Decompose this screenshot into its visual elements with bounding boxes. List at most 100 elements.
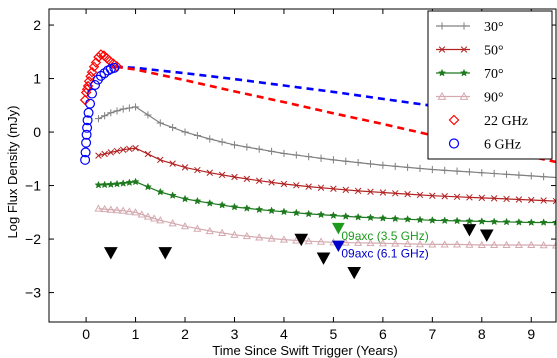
data-point bbox=[552, 173, 556, 182]
data-point bbox=[218, 171, 226, 179]
data-point bbox=[317, 154, 325, 162]
data-point bbox=[477, 240, 486, 249]
data-point bbox=[490, 217, 499, 226]
data-point bbox=[279, 207, 289, 216]
data-point bbox=[465, 168, 474, 176]
y-tick-label: −2 bbox=[25, 231, 41, 247]
data-point bbox=[391, 214, 400, 223]
data-point bbox=[218, 228, 227, 236]
data-point bbox=[125, 104, 133, 112]
data-point bbox=[490, 240, 499, 249]
data-point bbox=[540, 173, 548, 181]
data-point bbox=[379, 189, 387, 196]
data-point bbox=[366, 160, 375, 168]
data-point bbox=[527, 218, 536, 226]
data-point bbox=[415, 239, 425, 248]
data-point bbox=[156, 187, 165, 196]
legend-marker bbox=[437, 68, 447, 77]
data-point bbox=[180, 221, 190, 230]
data-point bbox=[292, 208, 301, 217]
data-point bbox=[85, 98, 96, 109]
data-point bbox=[341, 212, 350, 220]
data-point bbox=[416, 164, 424, 173]
data-point bbox=[316, 237, 326, 245]
data-point bbox=[392, 190, 399, 197]
data-point bbox=[156, 216, 165, 224]
plot-content: 09axc (3.5 GHz) 09axc (6.1 GHz) bbox=[79, 49, 556, 280]
data-point bbox=[440, 216, 449, 225]
series-6 bbox=[80, 62, 120, 165]
data-point bbox=[415, 215, 425, 224]
data-point bbox=[466, 194, 473, 201]
y-tick-label: 2 bbox=[33, 17, 41, 33]
data-point bbox=[552, 197, 556, 205]
data-point bbox=[112, 205, 122, 214]
x-tick-label: 1 bbox=[132, 326, 140, 342]
data-point bbox=[231, 173, 238, 181]
legend-item-3: 70° bbox=[436, 67, 504, 82]
data-point bbox=[180, 194, 190, 203]
data-point bbox=[144, 111, 152, 119]
data-point bbox=[95, 70, 106, 81]
data-point bbox=[453, 216, 462, 225]
data-point bbox=[242, 204, 251, 212]
series-2 bbox=[95, 144, 556, 205]
data-point bbox=[101, 150, 108, 158]
data-point bbox=[551, 241, 556, 249]
data-point bbox=[80, 154, 91, 165]
y-axis-label: Log Flux Density (mJy) bbox=[5, 106, 20, 239]
data-point bbox=[465, 216, 474, 225]
data-point bbox=[441, 166, 449, 174]
data-point bbox=[132, 144, 139, 152]
data-point bbox=[354, 158, 362, 167]
data-point bbox=[80, 147, 91, 158]
data-point bbox=[404, 190, 411, 198]
series-1 bbox=[94, 103, 556, 182]
legend-marker bbox=[448, 114, 460, 126]
data-point bbox=[101, 52, 113, 64]
data-point bbox=[329, 211, 338, 219]
data-point bbox=[267, 147, 276, 155]
data-point bbox=[453, 240, 462, 248]
data-point bbox=[255, 177, 263, 184]
model-curve-2 bbox=[115, 65, 556, 164]
x-tick-label: 7 bbox=[428, 326, 436, 342]
x-tick-label: 3 bbox=[231, 326, 239, 342]
legend-box bbox=[427, 10, 553, 160]
data-point bbox=[354, 238, 363, 246]
data-point bbox=[95, 152, 102, 159]
data-point bbox=[366, 238, 375, 247]
legend-item-4: 90° bbox=[436, 91, 504, 106]
data-point bbox=[255, 145, 263, 153]
data-point bbox=[539, 218, 548, 226]
data-point bbox=[379, 161, 387, 169]
data-point bbox=[193, 224, 202, 232]
legend-item-1: 30° bbox=[436, 20, 504, 35]
data-point bbox=[93, 51, 104, 63]
data-point bbox=[267, 234, 276, 242]
y-tick-label: −3 bbox=[25, 285, 41, 301]
data-point bbox=[366, 213, 375, 222]
upper-limit-marker bbox=[479, 229, 494, 242]
data-point bbox=[367, 188, 374, 195]
data-point bbox=[490, 169, 498, 178]
legend-label: 30° bbox=[484, 20, 504, 35]
data-point bbox=[404, 163, 412, 171]
data-point bbox=[144, 150, 152, 158]
data-point bbox=[218, 200, 227, 209]
x-tick-label: 2 bbox=[181, 326, 189, 342]
upper-limit-marker bbox=[316, 252, 331, 265]
data-point bbox=[169, 123, 177, 132]
legend-label: 22 GHz bbox=[484, 114, 528, 129]
data-point bbox=[403, 215, 412, 223]
data-point bbox=[490, 195, 498, 202]
upper-limit-marker bbox=[294, 233, 309, 247]
annotation-marker bbox=[332, 240, 345, 253]
data-point bbox=[119, 105, 127, 113]
data-point bbox=[292, 151, 300, 159]
data-point bbox=[453, 193, 461, 201]
data-point bbox=[429, 192, 436, 199]
data-point bbox=[342, 157, 350, 165]
data-point bbox=[218, 138, 226, 146]
data-point bbox=[280, 180, 288, 188]
